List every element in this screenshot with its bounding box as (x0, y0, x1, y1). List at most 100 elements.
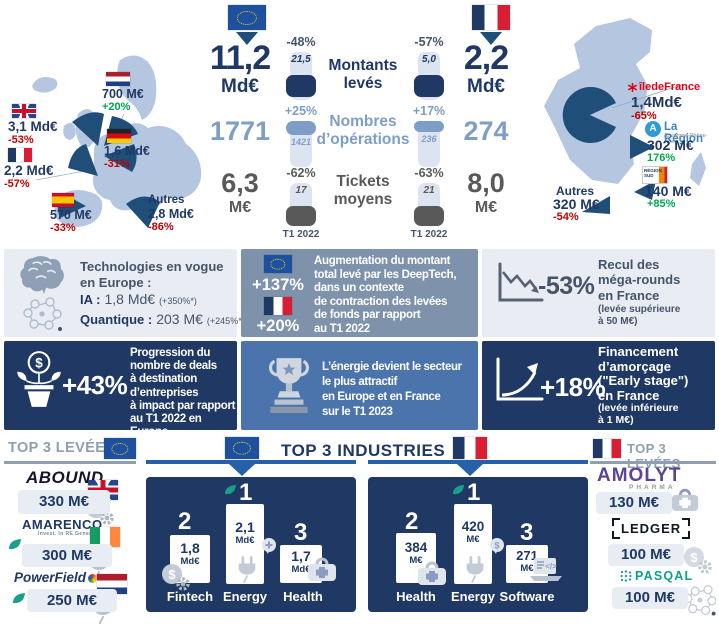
fr-tickets-prev: 21 (423, 185, 435, 196)
plus-bubble-icon (262, 538, 276, 554)
box-megarounds (482, 249, 715, 337)
dollar-bubble-icon: $ (490, 538, 504, 554)
fr-tickets-minichart: -63% 21 (410, 166, 448, 226)
eu-baseline-caption: T1 2022 (282, 229, 320, 240)
eu-tickets-unit: M€ (228, 199, 252, 216)
health-value: 384 (404, 540, 428, 555)
region-idf: îledeFrance (628, 81, 700, 93)
fr-montants-minichart: -57% 5,0 (410, 35, 448, 100)
eu-operations-number: 1771 (209, 116, 271, 146)
uk-flag (12, 104, 36, 118)
deeptech-fr-pct: +20% (256, 317, 300, 335)
leaf-icon (13, 593, 25, 603)
eu-tickets-value: 6,3 M€ (200, 168, 280, 217)
eu-tickets-number: 6,3 (221, 168, 259, 198)
fr-montants-unit: Md€ (467, 76, 505, 98)
france-map (544, 18, 706, 214)
tech-title: Technologies en vogue en Europe : (80, 259, 224, 291)
fr-arrow-down-icon (480, 32, 502, 45)
label-fintech: Fintech (166, 589, 214, 604)
fr-montants-number: 2,2 (463, 39, 509, 77)
label-energy: Energy (222, 589, 268, 604)
pasqal-logo: PASQAL (620, 569, 693, 583)
spain-flag (52, 193, 74, 207)
top3-france-divider (590, 461, 716, 464)
eu-arrow-down-icon (236, 32, 258, 45)
leaf-icon (9, 539, 21, 549)
eu-tickets-pct: -62% (286, 166, 316, 180)
label-nombres-operations: Nombres d’opérations (316, 113, 410, 148)
idf-asterisk-icon (628, 82, 637, 92)
top3-europe-eu-flag (104, 438, 136, 459)
tech-ia-line: IA : 1,8 Md€ (+350%*) (80, 291, 197, 307)
idf-logo: îledeFrance (639, 81, 701, 93)
nl-amount: 700 M€ (102, 87, 144, 101)
eu-montants-prev: 21,5 (291, 54, 311, 65)
region-sud-logo-text: RÉGION SUD (644, 168, 662, 178)
plug-icon (238, 556, 256, 584)
fr-autres-delta: -54% (553, 211, 579, 223)
top3-levees-france-title: TOP 3 LEVÉES (627, 441, 680, 471)
germany-flag (107, 129, 131, 143)
fr-operations-minichart: +17% 236 (410, 104, 448, 167)
deeptech-fr-flag (264, 297, 292, 315)
industries-line-right (368, 460, 588, 464)
label-health: Health (396, 589, 436, 604)
fr-montants-prev: 5,0 (422, 54, 436, 65)
top3-europe-divider (4, 461, 136, 464)
industries-fr-flag (453, 437, 487, 459)
autres-delta: -86% (148, 220, 174, 233)
fr-operations-number: 274 (463, 116, 509, 146)
quantique-label: Quantique : (80, 312, 153, 327)
label-software: Software (499, 589, 555, 604)
uk-amount: 3,1 Md€ (8, 119, 58, 134)
sud-amount: 140 M€ (645, 183, 692, 199)
bar-fintech-europe: 1,8 Md€ (170, 535, 210, 583)
eu-montants-minichart: -48% 21,5 (282, 35, 320, 100)
es-delta: -33% (50, 222, 76, 234)
eu-montants-value: 11,2 Md€ (200, 39, 280, 98)
fr-operations-prev: 236 (421, 134, 437, 144)
top3-france-fr-flag (593, 439, 621, 458)
autres-label: Autres (148, 194, 185, 206)
amarenco-tagline: Invest. In RE.Generation (38, 531, 106, 537)
eu-flag (228, 5, 266, 30)
energy-unit: M€ (466, 534, 480, 546)
france-flag (8, 148, 32, 162)
europe-country-de: 1,6 Md€ -31% (104, 144, 150, 170)
laptop-code-icon: </> (530, 558, 562, 581)
megarounds-note: (levée supérieure à 50 M€) (598, 304, 681, 327)
abound-amount: 330 M€ (18, 490, 110, 514)
brain-icon (20, 256, 64, 294)
europe-country-uk: 3,1 Md€ -53% (8, 119, 58, 146)
pasqal-logo-text: PASQAL (635, 569, 694, 583)
fr-amount: 2,2 Md€ (4, 163, 54, 178)
energy-value: 420 (461, 519, 485, 534)
eu-montants-unit: Md€ (221, 76, 259, 98)
es-amount: 570 M€ (50, 208, 92, 222)
eu-montants-pct: -48% (286, 35, 316, 49)
eu-operations-pct: +25% (284, 104, 318, 118)
ledger-logo: LEDGER (612, 518, 691, 539)
uk-delta: -53% (8, 134, 34, 147)
fr-baseline-caption: T1 2022 (410, 229, 448, 240)
quantum-molecule-icon (684, 584, 716, 616)
aura-logo: La Région (664, 121, 703, 145)
europe-country-autres: Autres 2,8 Md€ -86% (148, 194, 194, 233)
eu-montants-number: 11,2 (209, 39, 271, 77)
fr-operations-pct: +17% (412, 104, 446, 118)
leaf-icon (453, 484, 464, 495)
amorcage-text: Financement d’amorçage ("Early stage") e… (598, 344, 689, 403)
svg-text:</>: </> (545, 562, 557, 571)
impact-pct: +43% (62, 370, 128, 400)
sud-delta: +85% (647, 198, 676, 210)
fr-delta: -57% (4, 178, 30, 191)
medical-bag-icon (671, 488, 699, 511)
chart-down-icon (498, 262, 544, 302)
fr-montants-value: 2,2 Md€ (446, 39, 526, 98)
leaf-icon (225, 484, 236, 495)
fr-flag (472, 5, 510, 30)
rank-1: 1 (467, 479, 481, 506)
fr-montants-pct: -57% (414, 35, 444, 49)
